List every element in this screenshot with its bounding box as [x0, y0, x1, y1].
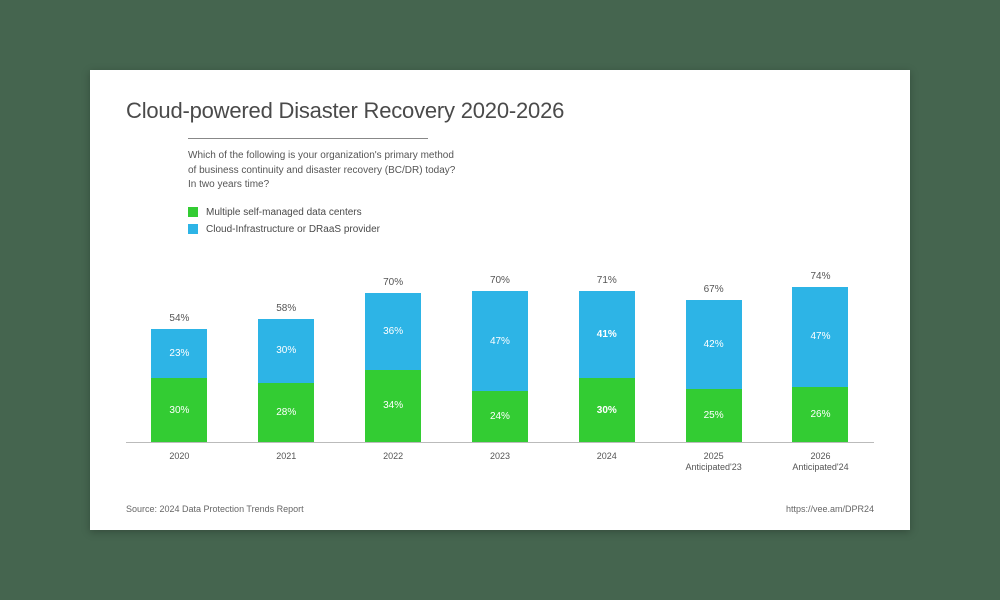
- bar-column: 58%28%30%: [252, 319, 320, 442]
- chart-area: 54%30%23%58%28%30%70%34%36%70%24%47%71%3…: [126, 272, 874, 472]
- bar-column: 54%30%23%: [145, 329, 213, 442]
- legend-label-1: Multiple self-managed data centers: [206, 207, 362, 218]
- bar-segment-series1: 25%: [686, 389, 742, 442]
- bars-container: 54%30%23%58%28%30%70%34%36%70%24%47%71%3…: [126, 272, 874, 443]
- bar-segment-series2: 41%: [579, 291, 635, 378]
- bar-segment-series2: 47%: [472, 291, 528, 391]
- bar-segment-series2: 42%: [686, 300, 742, 389]
- bar-segment-series1: 28%: [258, 383, 314, 443]
- bar-segment-series1: 26%: [792, 387, 848, 442]
- bar-segment-series1: 34%: [365, 370, 421, 442]
- bar-total-label: 70%: [359, 277, 427, 288]
- bar-segment-series1: 24%: [472, 391, 528, 442]
- bar-segment-series1: 30%: [579, 378, 635, 442]
- x-axis-label: 2023: [466, 451, 534, 473]
- bar-total-label: 74%: [786, 271, 854, 282]
- x-axis-label: 2025 Anticipated'23: [680, 451, 748, 473]
- footer-link: https://vee.am/DPR24: [786, 504, 874, 514]
- bar-total-label: 58%: [252, 303, 320, 314]
- bar-segment-series2: 36%: [365, 293, 421, 370]
- x-axis-labels: 2020 2021 2022 2023 2024 2025 Anticipated'23 2…: [126, 451, 874, 473]
- bar-stack: 28%30%: [258, 319, 314, 442]
- swatch-series2: [188, 224, 198, 234]
- footer-source: Source: 2024 Data Protection Trends Repo…: [126, 504, 304, 514]
- bar-segment-series1: 30%: [151, 378, 207, 442]
- bar-total-label: 54%: [145, 313, 213, 324]
- bar-stack: 34%36%: [365, 293, 421, 442]
- bar-column: 71%30%41%: [573, 291, 641, 442]
- bar-total-label: 71%: [573, 275, 641, 286]
- survey-question: Which of the following is your organizat…: [188, 149, 458, 193]
- bar-column: 67%25%42%: [680, 300, 748, 442]
- x-axis-label: 2020: [145, 451, 213, 473]
- x-axis-label: 2024: [573, 451, 641, 473]
- outer-background: Cloud-powered Disaster Recovery 2020-202…: [0, 0, 1000, 600]
- chart-title: Cloud-powered Disaster Recovery 2020-202…: [126, 98, 874, 124]
- swatch-series1: [188, 207, 198, 217]
- footer: Source: 2024 Data Protection Trends Repo…: [126, 504, 874, 514]
- bar-stack: 30%41%: [579, 291, 635, 442]
- x-axis-label: 2021: [252, 451, 320, 473]
- bar-segment-series2: 23%: [151, 329, 207, 378]
- bar-stack: 25%42%: [686, 300, 742, 442]
- legend-item-1: Multiple self-managed data centers: [188, 207, 874, 218]
- bar-column: 70%24%47%: [466, 291, 534, 442]
- bar-segment-series2: 30%: [258, 319, 314, 383]
- bar-total-label: 70%: [466, 275, 534, 286]
- x-axis-label: 2026 Anticipated'24: [786, 451, 854, 473]
- divider: [188, 138, 428, 139]
- chart-card: Cloud-powered Disaster Recovery 2020-202…: [90, 70, 910, 530]
- bar-segment-series2: 47%: [792, 287, 848, 387]
- bar-stack: 24%47%: [472, 291, 528, 442]
- bar-column: 70%34%36%: [359, 293, 427, 442]
- legend-label-2: Cloud-Infrastructure or DRaaS provider: [206, 224, 380, 235]
- legend-item-2: Cloud-Infrastructure or DRaaS provider: [188, 224, 874, 235]
- bar-stack: 26%47%: [792, 287, 848, 442]
- legend: Multiple self-managed data centers Cloud…: [188, 207, 874, 235]
- bar-total-label: 67%: [680, 284, 748, 295]
- x-axis-label: 2022: [359, 451, 427, 473]
- bar-stack: 30%23%: [151, 329, 207, 442]
- bar-column: 74%26%47%: [786, 287, 854, 442]
